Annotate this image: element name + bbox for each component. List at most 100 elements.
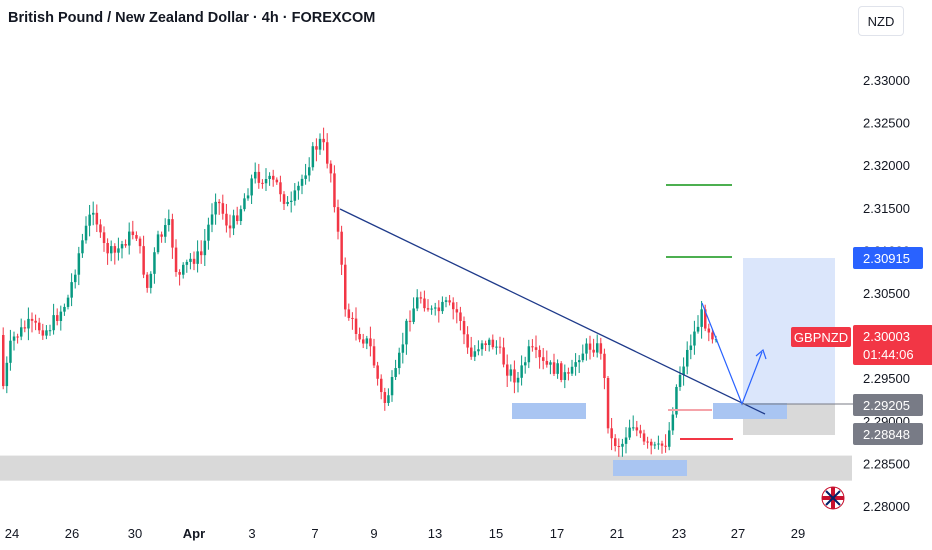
candle bbox=[376, 361, 379, 386]
candle bbox=[286, 196, 289, 207]
candle bbox=[196, 240, 199, 273]
candle bbox=[628, 419, 631, 440]
candle bbox=[398, 347, 401, 375]
candle bbox=[326, 133, 329, 169]
candle bbox=[52, 303, 55, 335]
candle bbox=[264, 168, 268, 191]
candle bbox=[236, 206, 239, 225]
candle bbox=[207, 217, 210, 250]
candle bbox=[63, 303, 66, 316]
candle bbox=[329, 160, 333, 183]
candle bbox=[552, 353, 556, 376]
candle bbox=[210, 203, 214, 233]
candle bbox=[23, 320, 27, 333]
candle bbox=[621, 438, 624, 457]
candle bbox=[650, 438, 653, 455]
candle bbox=[92, 201, 95, 226]
candle bbox=[390, 370, 394, 402]
candle bbox=[426, 299, 430, 312]
candle bbox=[704, 304, 707, 332]
candle bbox=[322, 127, 325, 151]
candle bbox=[77, 246, 81, 286]
candle bbox=[2, 327, 5, 390]
candle bbox=[243, 193, 246, 212]
descending-trendline[interactable] bbox=[339, 208, 766, 415]
candle bbox=[124, 239, 127, 248]
candle bbox=[16, 333, 19, 344]
projection-arrow-head bbox=[755, 348, 767, 360]
candle bbox=[408, 310, 412, 332]
candle bbox=[603, 348, 606, 390]
candle bbox=[182, 262, 185, 279]
candle bbox=[279, 175, 282, 202]
candle bbox=[437, 300, 441, 323]
candle bbox=[228, 214, 232, 238]
price-tick-label: 2.28000 bbox=[863, 499, 910, 514]
price-tick-label: 2.29500 bbox=[863, 371, 910, 386]
price-value: 2.30003 bbox=[863, 329, 910, 344]
candle bbox=[146, 272, 149, 293]
candle bbox=[563, 364, 567, 389]
candle bbox=[538, 345, 541, 369]
candle bbox=[491, 334, 495, 350]
candle bbox=[560, 361, 563, 383]
demand-zone-1 bbox=[512, 403, 586, 419]
chart-title: British Pound / New Zealand Dollar · 4h … bbox=[8, 10, 376, 26]
candle bbox=[527, 339, 531, 369]
candle bbox=[232, 209, 235, 236]
candle bbox=[282, 191, 286, 210]
candle bbox=[671, 407, 675, 435]
time-tick-label: 26 bbox=[65, 526, 79, 541]
candle bbox=[401, 332, 405, 364]
price-value: 2.28848 bbox=[863, 427, 910, 442]
candle bbox=[128, 222, 131, 255]
candle bbox=[365, 335, 369, 350]
candle bbox=[434, 302, 437, 316]
candle bbox=[318, 133, 322, 155]
candles-layer bbox=[2, 127, 718, 457]
candle bbox=[102, 226, 106, 252]
candle bbox=[293, 183, 297, 206]
candle bbox=[534, 335, 538, 359]
candle bbox=[484, 340, 487, 352]
price-tick-label: 2.32500 bbox=[863, 116, 910, 131]
price-tick-label: 2.28500 bbox=[863, 456, 910, 471]
candle bbox=[498, 336, 502, 354]
candle bbox=[38, 317, 41, 335]
candle bbox=[138, 236, 142, 254]
candle bbox=[696, 315, 700, 334]
currency-selector-button[interactable]: NZD bbox=[858, 6, 904, 36]
zones-layer bbox=[0, 258, 852, 481]
price-tick-label: 2.30500 bbox=[863, 286, 910, 301]
candle bbox=[20, 318, 23, 341]
candle bbox=[495, 340, 498, 355]
candle bbox=[430, 305, 433, 315]
candle bbox=[344, 257, 347, 317]
candle bbox=[300, 174, 304, 195]
time-tick-label: 30 bbox=[128, 526, 142, 541]
candle bbox=[480, 340, 484, 356]
candle bbox=[596, 334, 599, 358]
candle bbox=[578, 355, 581, 373]
candle bbox=[167, 209, 171, 232]
entry-zone bbox=[713, 403, 787, 419]
candle bbox=[120, 240, 124, 259]
candle bbox=[27, 307, 30, 341]
candle bbox=[164, 218, 167, 243]
candle bbox=[142, 235, 145, 279]
candle bbox=[524, 356, 527, 374]
candle bbox=[336, 199, 340, 240]
candle bbox=[34, 314, 37, 331]
candle bbox=[448, 295, 451, 306]
candle bbox=[297, 181, 300, 200]
candle bbox=[668, 422, 671, 451]
candle bbox=[290, 191, 293, 213]
price-value: 2.30915 bbox=[863, 251, 910, 266]
candle bbox=[689, 334, 693, 360]
candle bbox=[686, 341, 689, 375]
candle bbox=[678, 366, 682, 391]
candle bbox=[156, 230, 160, 255]
drawings-layer bbox=[339, 184, 862, 440]
candle bbox=[239, 205, 243, 226]
